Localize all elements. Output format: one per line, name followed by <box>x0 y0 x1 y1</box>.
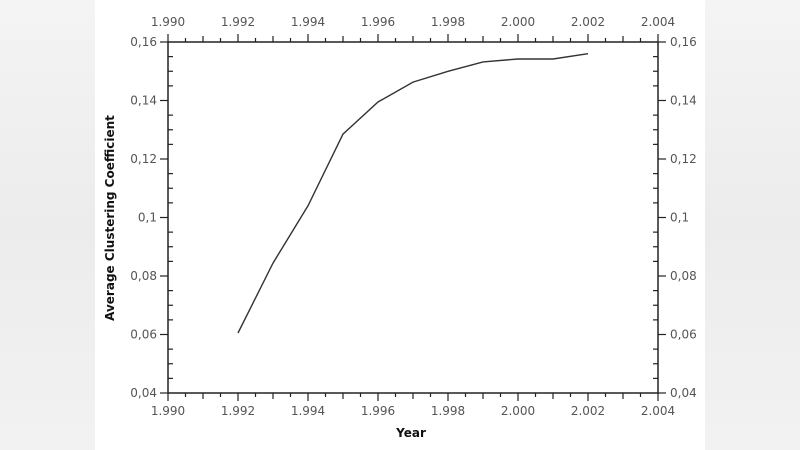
x-tick-label-top: 1.994 <box>291 15 325 29</box>
x-tick-label-top: 1.996 <box>361 15 395 29</box>
x-tick-label: 2.002 <box>571 404 605 418</box>
x-tick-label: 1.992 <box>221 404 255 418</box>
y-tick-label-right: 0,14 <box>670 94 697 108</box>
y-tick-label: 0,14 <box>130 94 157 108</box>
y-tick-label: 0,12 <box>130 152 157 166</box>
x-tick-label: 1.996 <box>361 404 395 418</box>
y-tick-labels-left: 0,04 0,06 0,08 0,1 0,12 0,14 0,16 <box>130 35 157 400</box>
x-tick-label: 1.998 <box>431 404 465 418</box>
x-tick-label: 2.000 <box>501 404 535 418</box>
x-tick-label: 1.990 <box>151 404 185 418</box>
data-series-line <box>237 53 589 334</box>
plot-frame <box>167 41 659 394</box>
y-tick-labels-right: 0,04 0,06 0,08 0,1 0,12 0,14 0,16 <box>670 35 697 400</box>
y-axis-title: Average Clustering Coefficient <box>103 115 117 321</box>
blurred-backdrop-right <box>705 0 800 450</box>
y-tick-label: 0,16 <box>130 35 157 49</box>
x-tick-label-top: 2.002 <box>571 15 605 29</box>
x-tick-label-top: 1.992 <box>221 15 255 29</box>
y-tick-label: 0,08 <box>130 269 157 283</box>
blurred-backdrop-left <box>0 0 95 450</box>
x-tick-labels-top: 1.990 1.992 1.994 1.996 1.998 2.000 2.002 2.004 <box>151 15 675 29</box>
x-axis-title: Year <box>395 426 426 440</box>
x-tick-label-top: 1.990 <box>151 15 185 29</box>
y-tick-label: 0,1 <box>138 211 157 225</box>
plot-border <box>167 41 659 394</box>
x-tick-label-top: 2.000 <box>501 15 535 29</box>
x-tick-label-top: 2.004 <box>641 15 675 29</box>
y-tick-label: 0,04 <box>130 386 157 400</box>
y-tick-label-right: 0,04 <box>670 386 697 400</box>
axis-ticks <box>160 34 666 401</box>
x-tick-label: 2.004 <box>641 404 675 418</box>
y-tick-label-right: 0,16 <box>670 35 697 49</box>
y-tick-label-right: 0,06 <box>670 328 697 342</box>
y-tick-label-right: 0,1 <box>670 211 689 225</box>
y-tick-label: 0,06 <box>130 328 157 342</box>
x-tick-labels-bottom: 1.990 1.992 1.994 1.996 1.998 2.000 2.002 2.004 <box>151 404 675 418</box>
x-tick-label-top: 1.998 <box>431 15 465 29</box>
y-tick-label-right: 0,12 <box>670 152 697 166</box>
y-tick-label-right: 0,08 <box>670 269 697 283</box>
x-tick-label: 1.994 <box>291 404 325 418</box>
chart-figure: 1.990 1.992 1.994 1.996 1.998 2.000 2.002 2.004… <box>95 0 705 450</box>
line-chart: 1.990 1.992 1.994 1.996 1.998 2.000 2.002 2.004… <box>103 15 697 440</box>
